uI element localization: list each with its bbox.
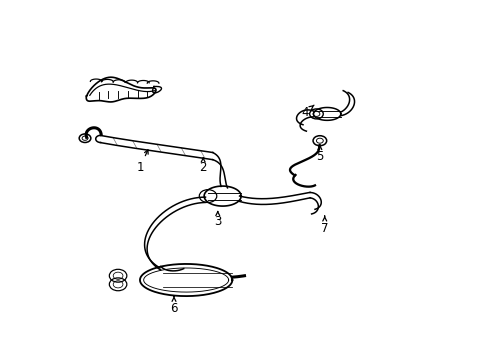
- Text: 7: 7: [320, 216, 328, 235]
- Text: 1: 1: [136, 150, 148, 174]
- Text: 4: 4: [301, 105, 313, 119]
- Text: 5: 5: [316, 145, 323, 163]
- Text: 2: 2: [199, 158, 206, 174]
- Text: 6: 6: [170, 297, 177, 315]
- Text: 3: 3: [214, 211, 221, 228]
